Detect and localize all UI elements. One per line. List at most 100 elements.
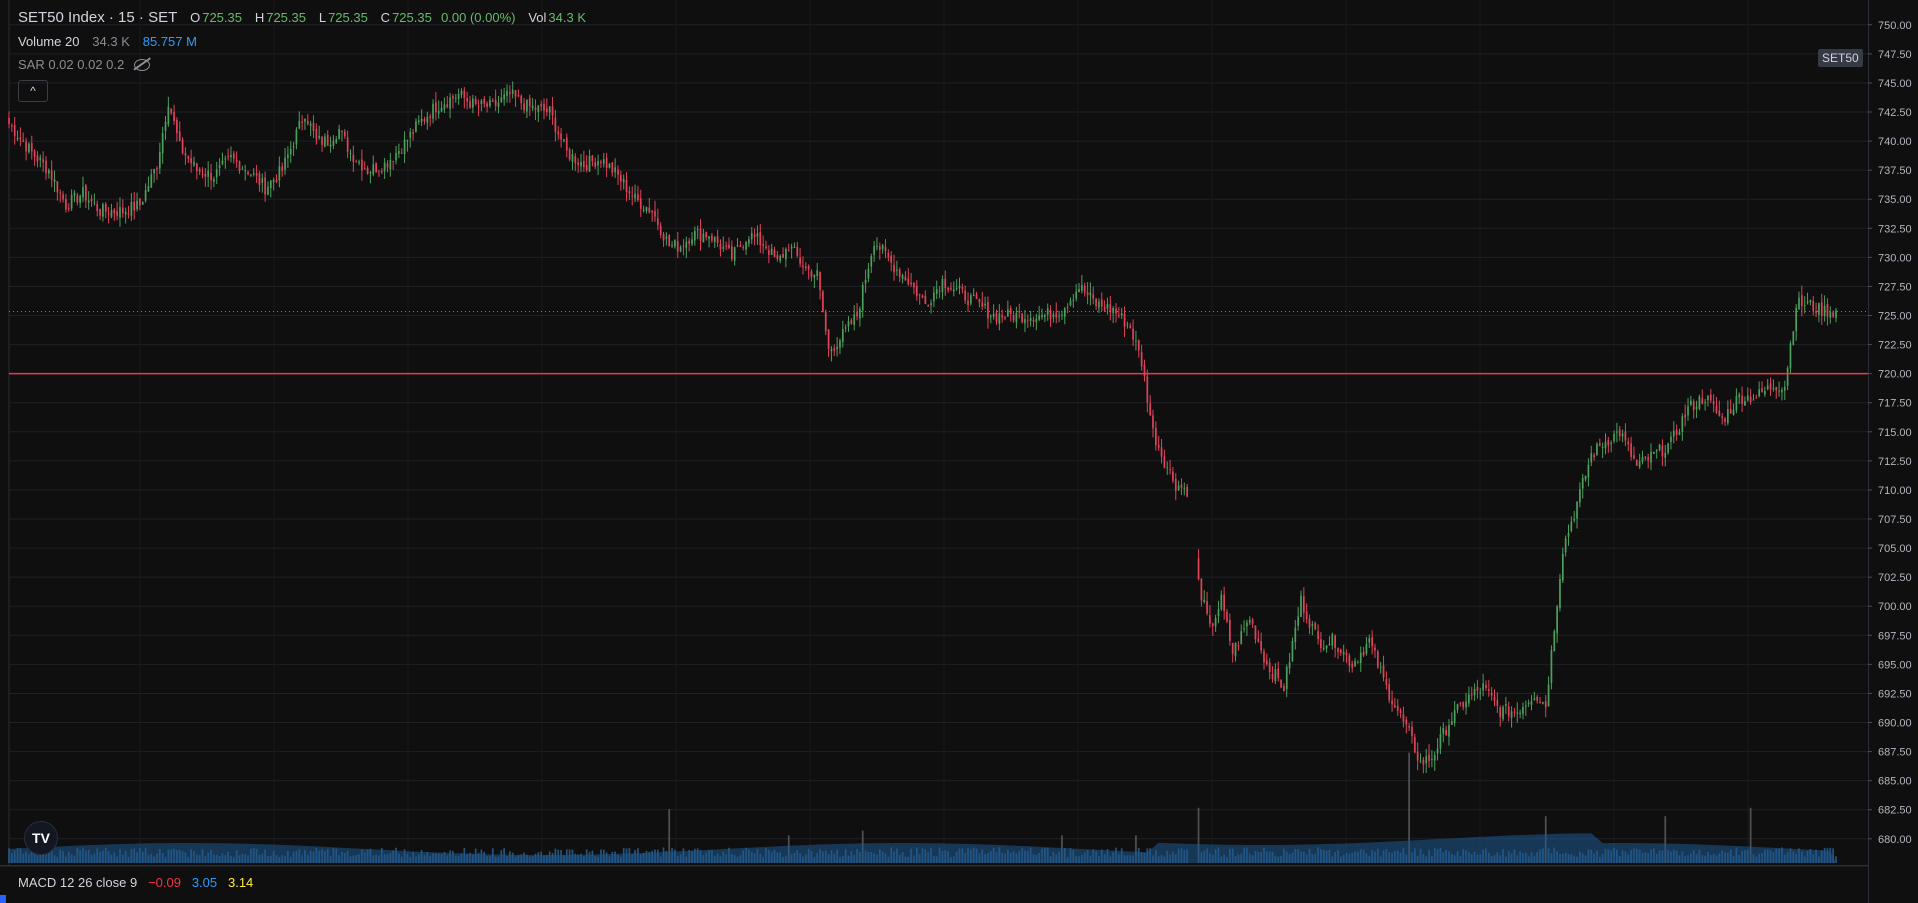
candle-body	[1450, 721, 1453, 725]
candle-body	[662, 233, 665, 241]
candle-body	[1436, 748, 1439, 754]
candle-body	[432, 103, 434, 119]
sar-legend[interactable]: SAR 0.02 0.02 0.2	[18, 57, 152, 72]
candle-body	[1157, 444, 1160, 448]
candle-body	[1647, 457, 1650, 461]
candle-body	[901, 275, 904, 279]
candle-body	[264, 177, 266, 195]
candle-body	[1004, 316, 1006, 319]
candle-body	[295, 129, 298, 145]
candle-body	[944, 278, 947, 289]
candle-body	[952, 289, 955, 292]
symbol-title[interactable]: SET50 Index · 15 · SET	[18, 9, 178, 26]
candle-body	[440, 107, 443, 112]
candle-body	[1507, 706, 1510, 717]
y-tick-label: 727.50	[1878, 281, 1912, 293]
candle-body	[252, 173, 255, 175]
candle-body	[987, 301, 989, 319]
candle-body	[970, 295, 972, 304]
candle-body	[1183, 487, 1186, 489]
candle-body	[1485, 684, 1487, 689]
candle-body	[1024, 319, 1026, 324]
candle-body	[702, 233, 705, 243]
candle-body	[1786, 368, 1789, 386]
candle-body	[745, 242, 747, 250]
candle-body	[201, 174, 204, 176]
candle-body	[1476, 686, 1479, 691]
candle-body	[1829, 311, 1832, 318]
candle-body	[437, 110, 440, 114]
candle-body	[1524, 705, 1527, 707]
candle-body	[1069, 300, 1072, 306]
tradingview-logo-icon[interactable]: TV	[24, 821, 58, 855]
candle-body	[1274, 669, 1277, 682]
candle-body	[1448, 725, 1450, 737]
candle-body	[1257, 638, 1260, 642]
candle-body	[1621, 433, 1624, 437]
candle-body	[361, 159, 363, 171]
candle-body	[1766, 385, 1769, 390]
collapse-legend-button[interactable]: ^	[18, 80, 48, 102]
candle-body	[1160, 447, 1163, 457]
candle-body	[1379, 666, 1382, 668]
candle-body	[887, 252, 890, 258]
high-value: 725.35	[266, 10, 306, 25]
candle-body	[1277, 668, 1280, 679]
candle-body	[1348, 655, 1351, 666]
candle-body	[668, 234, 671, 247]
candle-body	[281, 166, 284, 171]
candle-body	[1396, 705, 1399, 711]
symbol-legend[interactable]: SET50 Index · 15 · SET O 725.35 H 725.35 L…	[18, 9, 588, 26]
candle-body	[927, 305, 930, 307]
candle-body	[1106, 303, 1109, 309]
candle-body	[750, 232, 753, 240]
candle-body	[1368, 638, 1371, 643]
candle-body	[190, 158, 192, 164]
candle-body	[301, 121, 303, 123]
candle-body	[218, 165, 221, 169]
candle-body	[480, 100, 483, 104]
candle-body	[884, 246, 887, 252]
candle-body	[876, 245, 878, 247]
volume-bars	[8, 752, 1837, 863]
candle-body	[756, 233, 759, 237]
candle-body	[164, 122, 167, 131]
candle-body	[972, 295, 975, 297]
candle-body	[582, 160, 585, 167]
candle-body	[1001, 315, 1004, 318]
candle-body	[503, 94, 506, 100]
candle-body	[1132, 328, 1134, 340]
candle-body	[1413, 737, 1416, 753]
candle-body	[1653, 451, 1655, 454]
candle-body	[443, 104, 446, 110]
candle-body	[1265, 660, 1268, 665]
candle-body	[1732, 409, 1735, 416]
candle-body	[1573, 519, 1576, 521]
candle-body	[1163, 456, 1166, 468]
y-tick-label: 680.00	[1878, 834, 1912, 846]
candle-body	[1670, 436, 1672, 442]
macd-legend[interactable]: MACD 12 26 close 9 −0.09 3.05 3.14	[18, 875, 253, 890]
candle-body	[975, 293, 978, 300]
candle-body	[725, 245, 727, 247]
candle-body	[1641, 457, 1644, 462]
candle-body	[833, 348, 836, 351]
candle-body	[329, 144, 332, 147]
candle-body	[193, 161, 195, 166]
candle-body	[139, 198, 141, 206]
y-tick-label: 750.00	[1878, 20, 1912, 32]
candle-body	[1248, 620, 1251, 623]
candle-body	[1394, 705, 1396, 708]
candle-body	[87, 200, 90, 203]
candle-body	[258, 173, 261, 186]
candle-body	[1376, 651, 1379, 668]
candle-body	[198, 168, 201, 172]
candle-body	[238, 161, 241, 171]
candle-body	[1587, 464, 1590, 478]
eye-hidden-icon[interactable]	[134, 59, 151, 71]
candle-body	[491, 100, 494, 102]
candle-body	[278, 166, 281, 181]
volume-legend[interactable]: Volume 20 34.3 K 85.757 M	[18, 34, 199, 49]
candle-body	[121, 207, 124, 213]
